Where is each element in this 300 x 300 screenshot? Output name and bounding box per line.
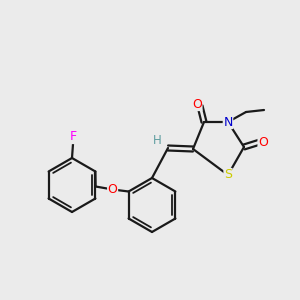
Text: O: O (192, 98, 202, 110)
Text: O: O (108, 183, 118, 196)
Text: H: H (153, 134, 161, 148)
Text: N: N (223, 116, 233, 128)
Text: F: F (69, 130, 76, 143)
Text: S: S (224, 169, 232, 182)
Text: O: O (258, 136, 268, 148)
